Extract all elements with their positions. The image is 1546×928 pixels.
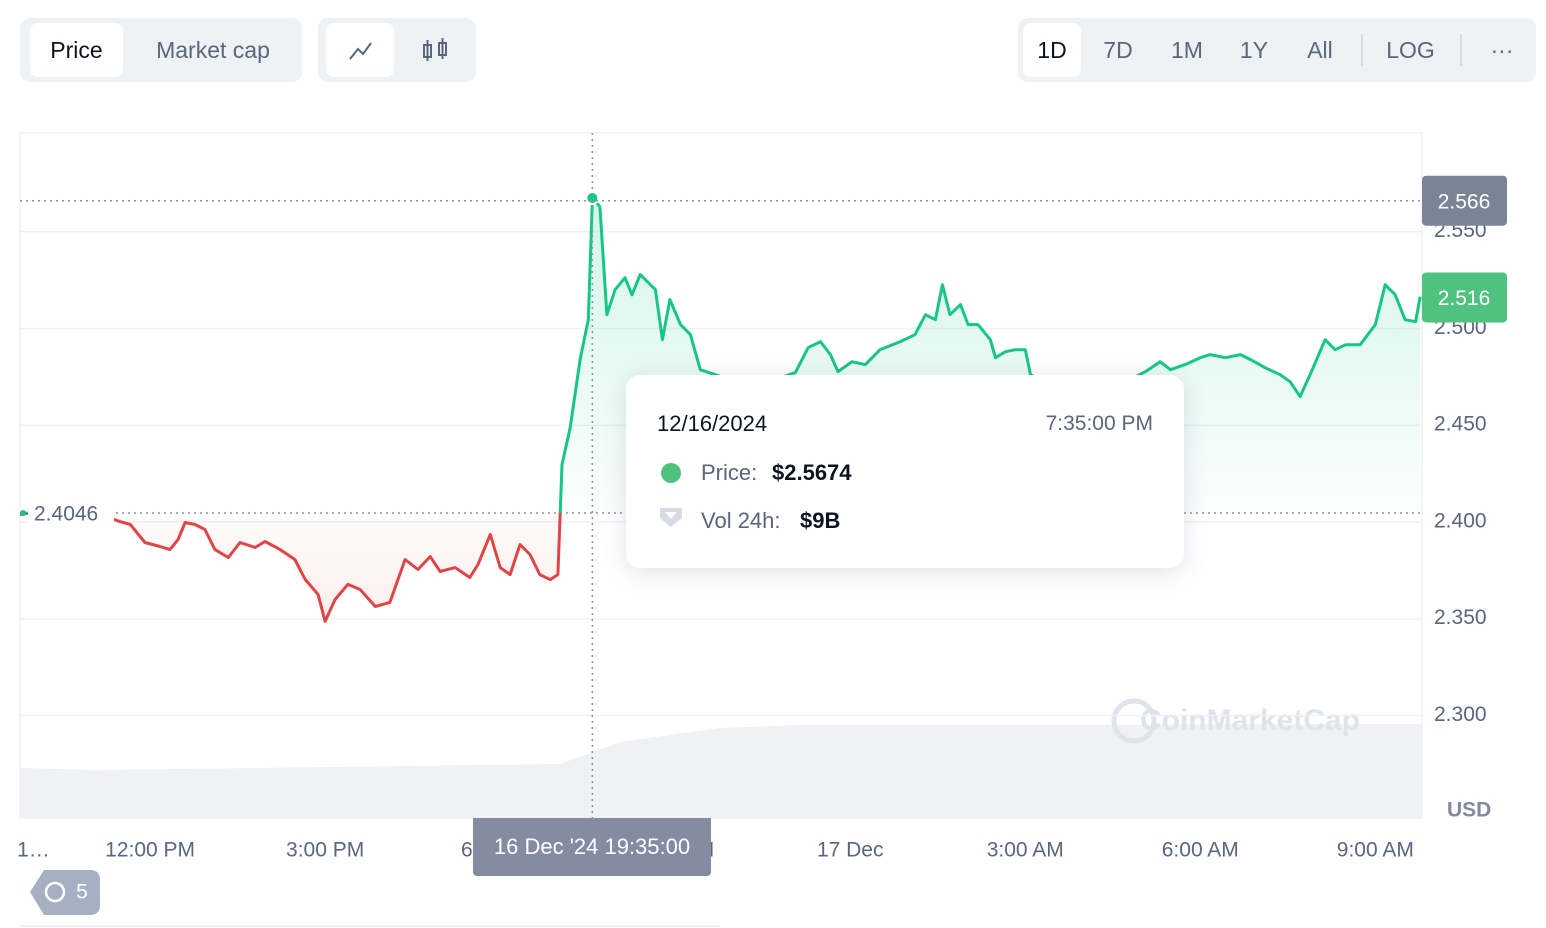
volume-value: $9B: [800, 508, 841, 533]
hover-point: [585, 191, 600, 206]
baseline-label-bg: [28, 498, 114, 529]
range-button[interactable]: 1D: [1023, 23, 1081, 77]
tooltip: 12/16/2024 7:35:00 PM Price: $2.5674 Vol…: [626, 375, 1184, 568]
log-button[interactable]: LOG: [1386, 37, 1435, 63]
watermark: CoinMarketCap: [1140, 704, 1360, 737]
chart-style-toggle: [318, 18, 476, 82]
x-tick-label: 3:00 AM: [987, 839, 1064, 862]
x-tick-label: 3:00 PM: [286, 839, 364, 862]
candle-icon: [423, 38, 447, 61]
range-button[interactable]: All: [1307, 37, 1333, 63]
y-tick-label: 2.550: [1434, 219, 1487, 242]
baseline-dot: [20, 510, 26, 517]
x-tick-label: 1…: [17, 839, 50, 862]
y-tick-label: 2.450: [1434, 413, 1487, 436]
line-style-button[interactable]: [326, 23, 394, 77]
price-tag-label: 2.516: [1438, 287, 1491, 310]
range-button[interactable]: 7D: [1103, 37, 1133, 63]
line-icon: [349, 42, 372, 60]
y-tick-label: 2.350: [1434, 606, 1487, 629]
price-button[interactable]: Price: [30, 23, 123, 77]
watermark-logo: [1111, 698, 1157, 744]
volume-icon-shape: [660, 508, 682, 527]
history-count: 5: [76, 881, 88, 904]
history-icon: [44, 881, 66, 903]
x-tick-label: 6:00 AM: [1162, 839, 1239, 862]
range-toggle: 1D 7D 1M 1Y All LOG ···: [1018, 18, 1536, 82]
volume-label: Vol 24h:: [701, 508, 781, 533]
crosshair-time-label: 16 Dec '24 19:35:00: [473, 818, 711, 876]
tooltip-date: 12/16/2024: [657, 411, 768, 436]
volume-area: [20, 724, 1422, 818]
range-button[interactable]: 1M: [1171, 37, 1203, 63]
range-button[interactable]: 1Y: [1239, 37, 1269, 63]
history-badge[interactable]: [30, 870, 100, 915]
x-tick-label: 12:00 PM: [105, 839, 195, 862]
candle-style-button[interactable]: [402, 23, 470, 77]
divider: [1361, 34, 1363, 66]
price-tag: [1422, 272, 1507, 323]
more-button[interactable]: ···: [1490, 37, 1514, 63]
y-tick-label: 2.400: [1434, 509, 1487, 532]
price-label: Price:: [701, 460, 758, 485]
x-tick-label: 17 Dec: [817, 839, 884, 862]
price-dot: [661, 463, 681, 483]
volume-icon: [657, 503, 685, 531]
x-tick-label: 9:00 AM: [1337, 839, 1414, 862]
y-tick-label: 2.500: [1434, 316, 1487, 339]
price-tag: [1422, 175, 1507, 226]
divider: [1460, 34, 1462, 66]
baseline-label: 2.4046: [34, 503, 98, 526]
market-cap-button[interactable]: Market cap: [156, 37, 270, 63]
price-value: $2.5674: [772, 460, 852, 485]
metric-toggle: Price Market cap: [20, 18, 302, 82]
tooltip-time: 7:35:00 PM: [1045, 412, 1153, 435]
price-tag-label: 2.566: [1438, 190, 1491, 213]
y-tick-label: 2.300: [1434, 703, 1487, 726]
y-unit: USD: [1447, 799, 1491, 822]
